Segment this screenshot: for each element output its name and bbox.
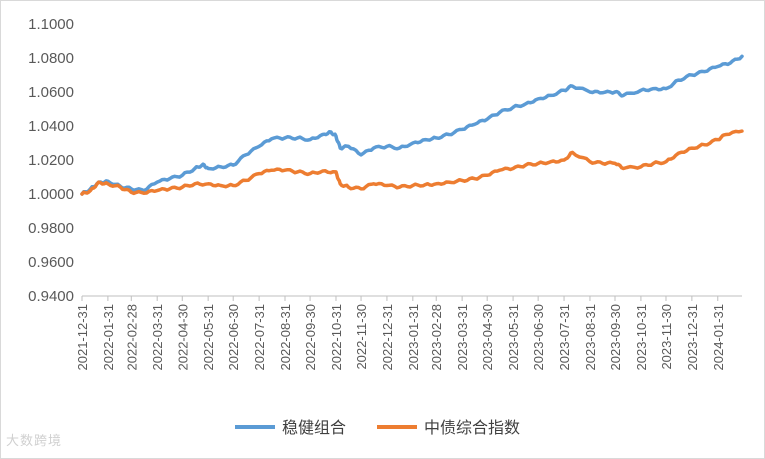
- y-tick-label: 1.0000: [28, 186, 74, 203]
- x-tick-label: 2022-10-31: [329, 304, 344, 371]
- watermark: 大数跨境: [6, 434, 63, 449]
- x-tick-label: 2023-07-31: [557, 304, 572, 371]
- x-tick-label: 2023-02-28: [429, 304, 444, 371]
- x-tick-label: 2022-02-28: [124, 304, 139, 371]
- x-tick-label: 2022-01-31: [101, 304, 116, 371]
- x-tick-label: 2022-08-31: [278, 304, 293, 371]
- x-tick-label: 2023-03-31: [455, 304, 470, 371]
- y-tick-label: 1.0400: [28, 118, 74, 135]
- x-tick-label: 2022-03-31: [150, 304, 165, 371]
- x-tick-label: 2023-06-30: [531, 304, 546, 371]
- series-line-1: [80, 54, 744, 196]
- x-tick-label: 2023-09-30: [608, 304, 623, 371]
- x-tick-label: 2022-04-30: [175, 304, 190, 371]
- y-tick-label: 0.9800: [28, 220, 74, 237]
- y-tick-label: 1.0200: [28, 152, 74, 169]
- x-tick-label: 2023-01-31: [406, 304, 421, 371]
- x-tick-label: 2023-05-31: [506, 304, 521, 371]
- series-line-2: [80, 129, 744, 196]
- x-tick-label: 2023-08-31: [583, 304, 598, 371]
- y-tick-label: 1.1000: [28, 16, 74, 33]
- x-tick-label: 2022-07-31: [252, 304, 267, 371]
- x-tick-label: 2022-11-30: [354, 304, 369, 370]
- x-tick-label: 2022-09-30: [303, 304, 318, 371]
- x-tick-label: 2023-12-31: [685, 304, 700, 371]
- x-tick-label: 2023-11-30: [659, 304, 674, 370]
- x-tick-label: 2024-01-31: [711, 304, 726, 371]
- legend-label-2: 中债综合指数: [424, 418, 520, 437]
- x-tick-label: 2023-04-30: [480, 304, 495, 371]
- x-tick-label: 2023-10-31: [634, 304, 649, 371]
- y-tick-label: 0.9400: [28, 288, 74, 305]
- x-tick-label: 2022-05-31: [201, 304, 216, 371]
- legend-label-1: 稳健组合: [282, 418, 346, 437]
- y-tick-label: 1.0600: [28, 84, 74, 101]
- x-tick-label: 2022-12-31: [380, 304, 395, 371]
- x-tick-label: 2021-12-31: [75, 304, 90, 371]
- x-tick-label: 2022-06-30: [226, 304, 241, 371]
- y-tick-label: 0.9600: [28, 254, 74, 271]
- y-tick-label: 1.0800: [28, 50, 74, 67]
